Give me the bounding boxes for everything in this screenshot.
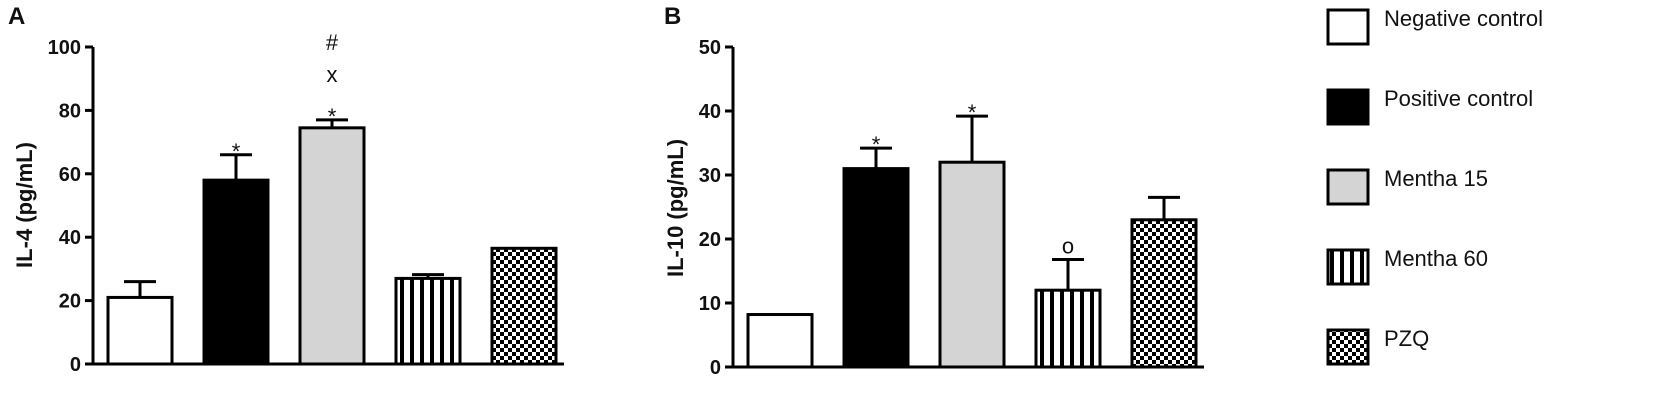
error-bar: [860, 146, 892, 169]
panel-label-b: B: [664, 3, 681, 30]
y-tick-label: 0: [70, 354, 81, 376]
chart-panel-a: A IL-4 (pg/mL) 0 20 40 60 80 100 * * x #: [8, 3, 564, 376]
legend-swatch: [1326, 8, 1370, 46]
legend-label: PZQ: [1384, 326, 1429, 351]
significance-mark: o: [1062, 233, 1074, 258]
significance-mark: *: [232, 139, 241, 164]
y-tick-label: 30: [699, 165, 721, 187]
error-bar: [1148, 195, 1180, 220]
significance-mark: *: [328, 104, 337, 129]
y-tick-label: 10: [699, 293, 721, 315]
legend-label: Mentha 15: [1384, 166, 1488, 191]
y-ticks-a: 0 20 40 60 80 100: [48, 37, 93, 376]
error-bar: [956, 114, 988, 163]
y-tick-label: 20: [59, 291, 81, 313]
legend-label: Mentha 60: [1384, 246, 1488, 271]
significance-mark: *: [872, 132, 881, 157]
annotations-a: * * x #: [232, 30, 339, 164]
bar-mentha-60: [1034, 288, 1102, 369]
y-axis-label-a: IL-4 (pg/mL): [12, 142, 37, 268]
y-tick-label: 80: [59, 100, 81, 122]
bar-negative-control: [106, 295, 174, 366]
bar-mentha-15: [298, 126, 366, 366]
bar-positive-control: [202, 178, 270, 366]
chart-panel-b: B IL-10 (pg/mL) 0 10 20 30 40 50 * * o: [663, 3, 1204, 379]
annotations-b: * * o: [872, 100, 1074, 258]
bar-pzq: [490, 246, 558, 366]
error-bar: [220, 153, 252, 181]
significance-mark: *: [968, 100, 977, 125]
error-bar: [124, 280, 156, 298]
bar-mentha-60: [394, 276, 462, 366]
y-tick-label: 20: [699, 229, 721, 251]
bar-mentha-15: [938, 160, 1006, 369]
legend-swatch: [1326, 328, 1370, 366]
bars-a: [106, 118, 558, 366]
y-tick-label: 60: [59, 164, 81, 186]
y-tick-label: 40: [699, 101, 721, 123]
legend-label: Positive control: [1384, 86, 1533, 111]
significance-mark: x: [327, 62, 338, 87]
error-bar: [1052, 257, 1084, 291]
bars-b: [746, 114, 1198, 369]
legend-swatch: [1326, 168, 1370, 206]
bar-pzq: [1130, 218, 1198, 369]
significance-mark: #: [326, 30, 339, 55]
y-ticks-b: 0 10 20 30 40 50: [699, 37, 733, 379]
y-tick-label: 40: [59, 227, 81, 249]
y-tick-label: 50: [699, 37, 721, 59]
error-bar: [316, 118, 348, 128]
bar-negative-control: [746, 313, 814, 369]
legend-label: Negative control: [1384, 6, 1543, 31]
bar-positive-control: [842, 167, 910, 369]
y-tick-label: 100: [48, 37, 81, 59]
legend-swatch: [1326, 88, 1370, 126]
error-bar: [412, 273, 444, 279]
legend-swatch: [1326, 248, 1370, 286]
legend: Negative control Positive control Mentha 1…: [1326, 6, 1543, 366]
y-tick-label: 0: [710, 357, 721, 379]
y-axis-label-b: IL-10 (pg/mL): [663, 139, 688, 277]
panel-label-a: A: [8, 3, 25, 30]
